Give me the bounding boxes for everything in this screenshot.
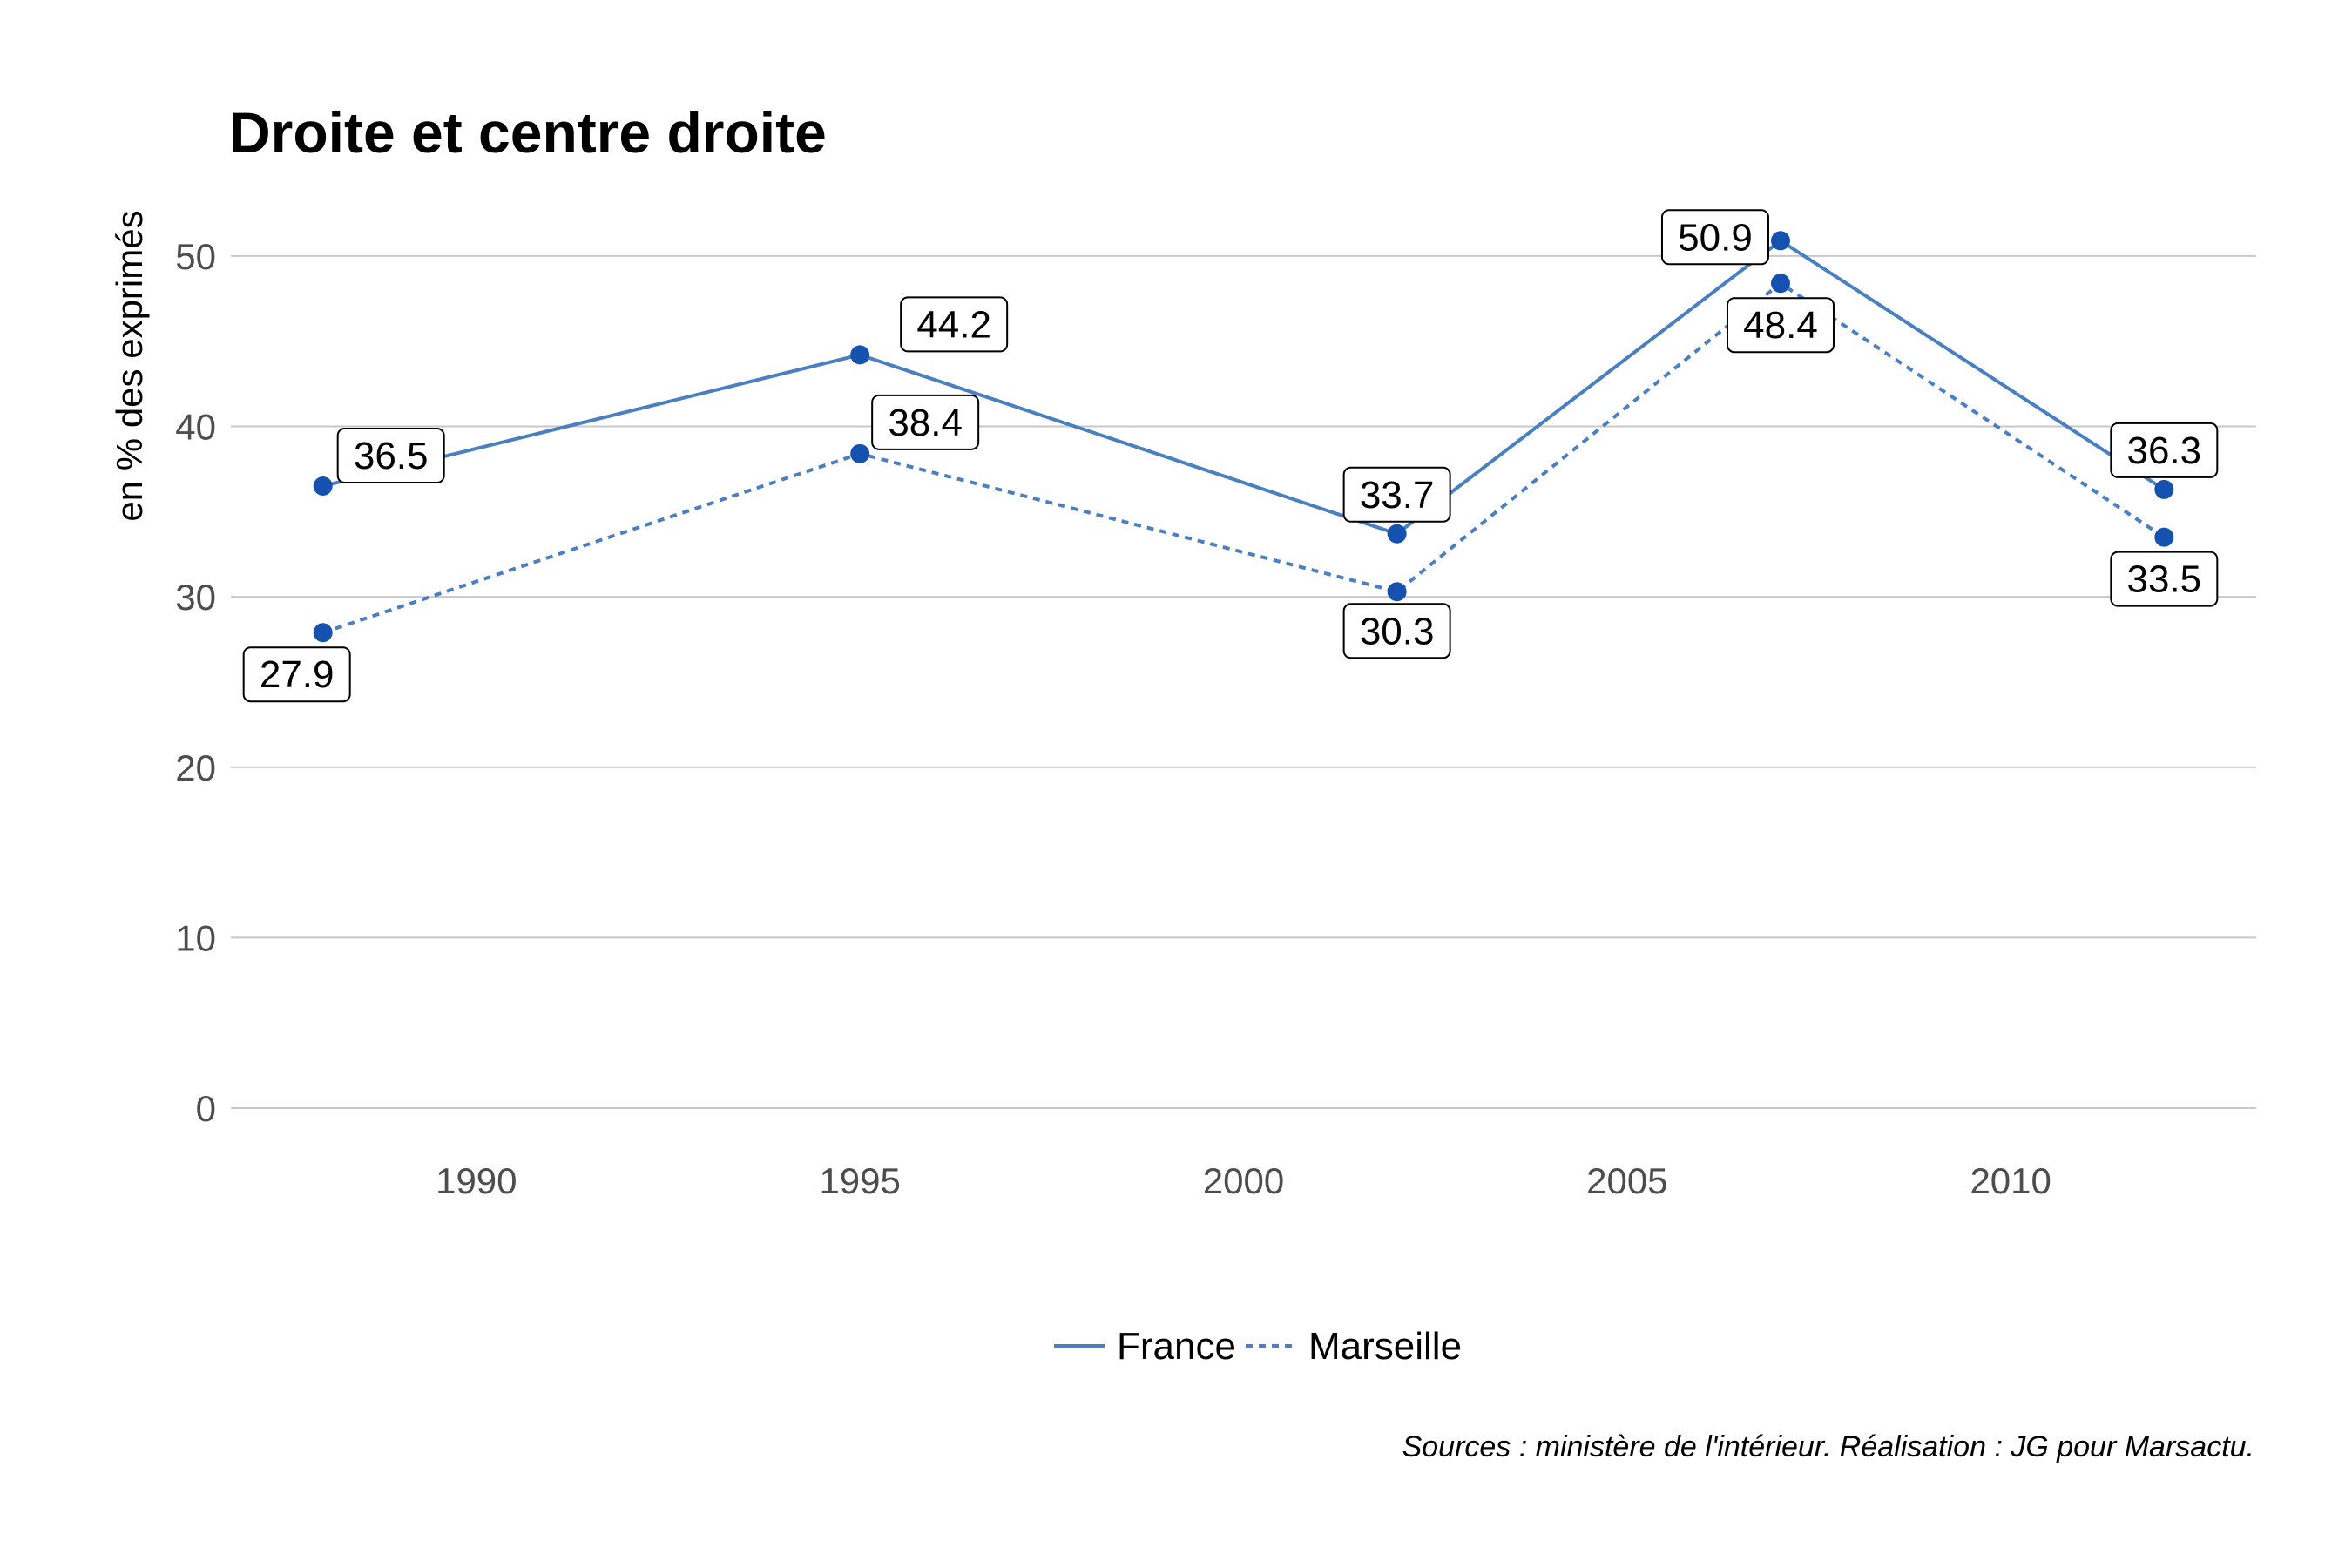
source-note: Sources : ministère de l'intérieur. Réal… <box>1402 1430 2254 1463</box>
data-label: 36.5 <box>354 435 429 477</box>
x-tick-label: 1995 <box>819 1160 900 1201</box>
legend-label-marseille: Marseille <box>1308 1325 1462 1368</box>
y-tick-label: 0 <box>196 1088 216 1129</box>
data-label-box <box>1726 297 1835 354</box>
x-tick-label: 2005 <box>1586 1160 1667 1201</box>
y-tick-label: 50 <box>175 236 216 277</box>
data-label: 38.4 <box>888 402 963 444</box>
data-label: 48.4 <box>1743 304 1818 347</box>
series-line-marseille <box>322 280 2166 635</box>
y-tick-label: 40 <box>175 407 216 448</box>
x-axis-ticks: 1990 1995 2000 2005 2010 <box>436 1160 2051 1201</box>
x-tick-label: 1990 <box>436 1160 517 1201</box>
data-point-marseille <box>1387 582 1407 602</box>
data-label: 27.9 <box>260 653 335 696</box>
data-label: 33.7 <box>1360 474 1435 517</box>
data-point-france <box>1387 524 1407 544</box>
series-lines <box>322 238 2166 635</box>
data-label-box <box>2110 422 2219 478</box>
data-label: 30.3 <box>1360 610 1435 652</box>
x-tick-label: 2010 <box>1970 1160 2051 1201</box>
data-point-france <box>2154 479 2174 499</box>
y-tick-label: 20 <box>175 747 216 788</box>
data-label: 50.9 <box>1678 216 1753 259</box>
y-axis-ticks: 0 10 20 30 40 50 <box>175 236 216 1129</box>
chart-title: Droite et centre droite <box>229 100 827 165</box>
data-label-box <box>871 394 980 450</box>
y-tick-label: 30 <box>175 577 216 618</box>
y-tick-label: 10 <box>175 917 216 958</box>
grid-lines <box>231 254 2256 1109</box>
data-label: 33.5 <box>2126 558 2201 601</box>
data-point-france <box>850 345 870 365</box>
data-point-marseille <box>850 443 870 463</box>
data-point-france <box>313 476 333 496</box>
data-label: 44.2 <box>916 303 991 346</box>
x-tick-label: 2000 <box>1203 1160 1284 1201</box>
series-line-france <box>322 238 2166 536</box>
data-label-box <box>2110 551 2219 607</box>
data-label-box <box>1660 209 1769 266</box>
data-point-france <box>1770 231 1790 251</box>
data-label: 36.3 <box>2126 429 2201 472</box>
data-label-box <box>1342 603 1451 659</box>
data-label-box <box>1342 466 1451 523</box>
data-label-box <box>900 296 1009 353</box>
legend-label-france: France <box>1117 1325 1236 1368</box>
y-axis-label: en % des exprimés <box>109 210 150 521</box>
data-point-marseille <box>313 623 333 643</box>
data-point-marseille <box>1770 274 1790 294</box>
data-label-box <box>242 646 351 703</box>
data-point-marseille <box>2154 527 2174 547</box>
legend: France Marseille <box>1054 1325 1462 1368</box>
data-points <box>313 231 2174 643</box>
data-label-box <box>336 427 445 483</box>
data-labels: 36.5 44.2 33.7 50.9 36.3 27.9 38.4 30.3 48.4 33.5 <box>242 209 2219 703</box>
